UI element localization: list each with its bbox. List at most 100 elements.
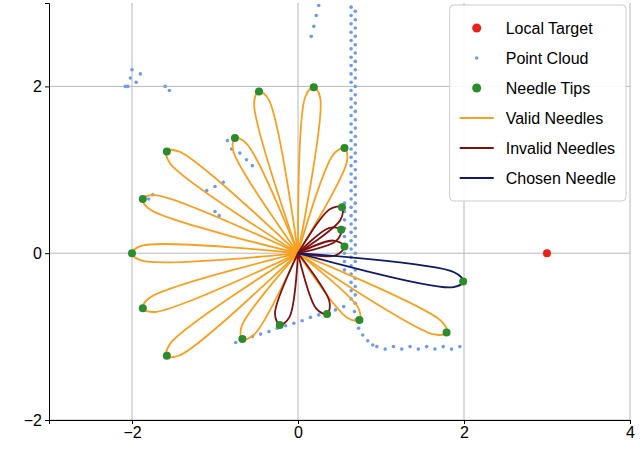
cloud-point	[349, 64, 353, 68]
cloud-point	[349, 214, 353, 218]
cloud-point	[353, 193, 357, 197]
marker	[310, 83, 318, 91]
cloud-point	[353, 310, 357, 314]
cloud-point	[349, 281, 353, 285]
legend-label: Local Target	[506, 20, 593, 37]
cloud-point	[353, 168, 357, 172]
cloud-point	[349, 5, 353, 9]
cloud-point	[349, 22, 353, 26]
cloud-point	[309, 316, 313, 320]
cloud-point	[375, 345, 379, 349]
cloud-point	[353, 35, 357, 39]
tick: 2	[33, 78, 49, 95]
cloud-point	[353, 151, 357, 155]
tick-label: 0	[33, 245, 42, 262]
tick-mark	[45, 420, 49, 421]
cloud-point	[349, 231, 353, 235]
cloud-point	[353, 68, 357, 72]
cloud-point	[349, 105, 353, 109]
marker	[276, 321, 284, 329]
cloud-point	[349, 139, 353, 143]
cloud-point	[353, 218, 357, 222]
cloud-point	[349, 222, 353, 226]
cloud-point	[383, 347, 387, 351]
legend: Local Target Point Cloud Needle Tips Valid …	[450, 5, 626, 201]
cloud-point	[349, 122, 353, 126]
needle	[166, 253, 298, 357]
legend-symbol	[472, 84, 481, 93]
cloud-point	[312, 25, 316, 29]
cloud-point	[343, 251, 347, 255]
cloud-point	[300, 319, 304, 323]
tick-label: −2	[123, 424, 141, 441]
legend-symbol	[475, 56, 479, 60]
tick: −2	[123, 420, 141, 441]
y-axis: −2 0 2	[24, 4, 50, 429]
cloud-point	[353, 251, 357, 255]
cloud-point	[343, 235, 347, 239]
cloud-point	[124, 85, 128, 89]
needle	[298, 148, 347, 253]
cloud-point	[147, 197, 151, 201]
cloud-point	[353, 126, 357, 130]
cloud-point	[441, 345, 445, 349]
cloud-point	[400, 347, 404, 351]
cloud-point	[450, 347, 454, 351]
cloud-point	[408, 345, 412, 349]
cloud-point	[245, 158, 249, 162]
cloud-point	[238, 151, 242, 155]
cloud-point	[353, 160, 357, 164]
cloud-point	[139, 72, 143, 76]
tick-label: −2	[24, 412, 42, 429]
cloud-point	[349, 197, 353, 201]
cloud-point	[425, 345, 429, 349]
cloud-point	[353, 60, 357, 64]
cloud-point	[349, 247, 353, 251]
needle-group	[132, 87, 447, 357]
cloud-point	[129, 76, 133, 80]
legend-symbol	[460, 177, 494, 179]
cloud-point	[349, 14, 353, 18]
cloud-point	[349, 39, 353, 43]
cloud-point	[317, 4, 321, 8]
cloud-point	[213, 185, 217, 189]
cloud-point	[417, 347, 421, 351]
cloud-point	[353, 135, 357, 139]
legend-item: Point Cloud	[475, 50, 589, 67]
tick-label: 0	[294, 424, 303, 441]
cloud-point	[334, 308, 338, 312]
cloud-point	[168, 89, 172, 93]
marker	[163, 147, 171, 155]
cloud-point	[343, 218, 347, 222]
cloud-point	[317, 313, 321, 317]
needle	[241, 253, 298, 339]
cloud-point	[353, 51, 357, 55]
legend-item: Valid Needles	[460, 110, 604, 127]
needle	[275, 253, 298, 325]
grid-line-x	[630, 3, 631, 420]
cloud-point	[342, 305, 346, 309]
cloud-point	[349, 30, 353, 34]
cloud-point	[284, 324, 288, 328]
marker	[231, 134, 239, 142]
tick: −2	[24, 412, 49, 429]
cloud-point	[353, 235, 357, 239]
cloud-point	[353, 285, 357, 289]
cloud-point	[309, 35, 313, 39]
marker	[459, 278, 467, 286]
marker	[255, 87, 263, 95]
legend-item: Needle Tips	[472, 80, 590, 97]
marker	[340, 243, 348, 251]
needle	[298, 253, 330, 314]
needle	[298, 206, 343, 253]
cloud-point	[353, 243, 357, 247]
cloud-point	[353, 176, 357, 180]
marker	[340, 144, 348, 152]
cloud-point	[353, 143, 357, 147]
tick: 0	[33, 245, 49, 262]
cloud-point	[349, 172, 353, 176]
cloud-point	[343, 260, 347, 264]
cloud-point	[366, 339, 370, 343]
grid	[49, 3, 630, 420]
tick: 0	[294, 420, 303, 441]
